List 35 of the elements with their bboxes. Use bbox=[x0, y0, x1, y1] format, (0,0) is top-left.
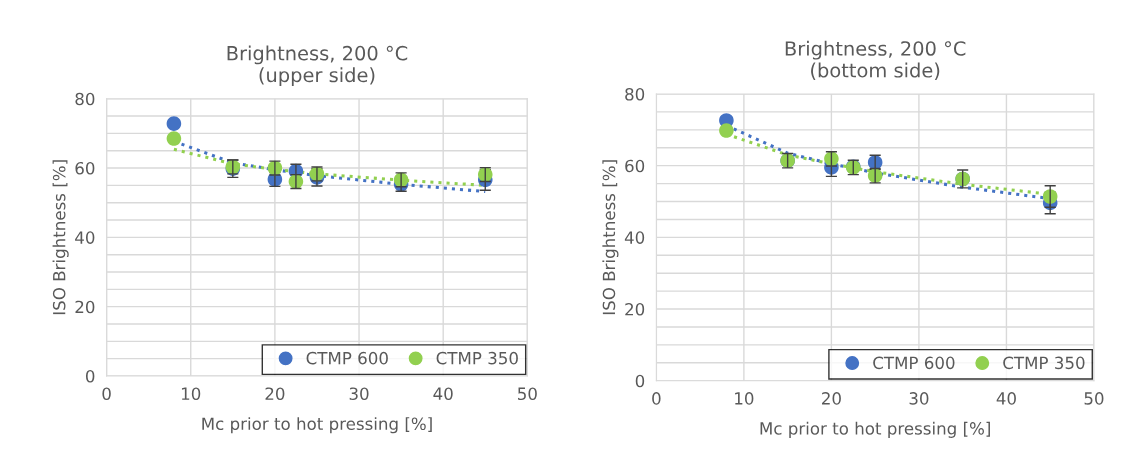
point bbox=[166, 116, 182, 131]
legend-label: CTMP 600 bbox=[306, 351, 388, 365]
y-tick-label: 0 bbox=[635, 374, 645, 388]
point bbox=[166, 131, 182, 146]
legend-label: CTMP 350 bbox=[1003, 356, 1085, 370]
chart-title: Brightness, 200 °C (bottom side) bbox=[785, 40, 966, 80]
x-tick-label: 30 bbox=[909, 392, 929, 405]
x-tick-label: 40 bbox=[996, 392, 1016, 405]
x-tick-label: 40 bbox=[433, 387, 453, 401]
x-tick-label: 50 bbox=[518, 387, 537, 401]
y-tick-label: 40 bbox=[624, 231, 645, 244]
x-tick-label: 0 bbox=[102, 387, 111, 401]
legend-label: CTMP 600 bbox=[873, 356, 955, 370]
x-tick-label: 10 bbox=[181, 387, 201, 401]
y-tick-label: 80 bbox=[75, 92, 95, 106]
y-tick-label: 60 bbox=[75, 161, 95, 175]
y-axis-title: ISO Brightness [%] bbox=[52, 160, 69, 315]
x-axis-title: Mc prior to hot pressing [%] bbox=[760, 421, 990, 438]
y-tick-label: 20 bbox=[75, 300, 95, 314]
y-axis-title: ISO Brightness [%] bbox=[602, 160, 619, 315]
chart-title: Brightness, 200 °C (upper side) bbox=[227, 45, 408, 87]
y-tick-label: 40 bbox=[75, 231, 95, 244]
y-tick-label: 60 bbox=[625, 159, 645, 173]
x-tick-label: 20 bbox=[265, 387, 285, 401]
point bbox=[719, 123, 734, 138]
x-axis-title: Mc prior to hot pressing [%] bbox=[202, 417, 432, 434]
x-tick-label: 30 bbox=[349, 387, 369, 401]
y-tick-label: 20 bbox=[625, 302, 645, 316]
y-tick-label: 0 bbox=[85, 369, 95, 383]
x-tick-label: 10 bbox=[735, 392, 754, 405]
x-tick-label: 50 bbox=[1084, 392, 1104, 405]
legend-label: CTMP 350 bbox=[436, 351, 518, 365]
y-tick-label: 80 bbox=[625, 87, 645, 101]
x-tick-label: 0 bbox=[652, 392, 661, 405]
x-tick-label: 20 bbox=[822, 392, 841, 405]
